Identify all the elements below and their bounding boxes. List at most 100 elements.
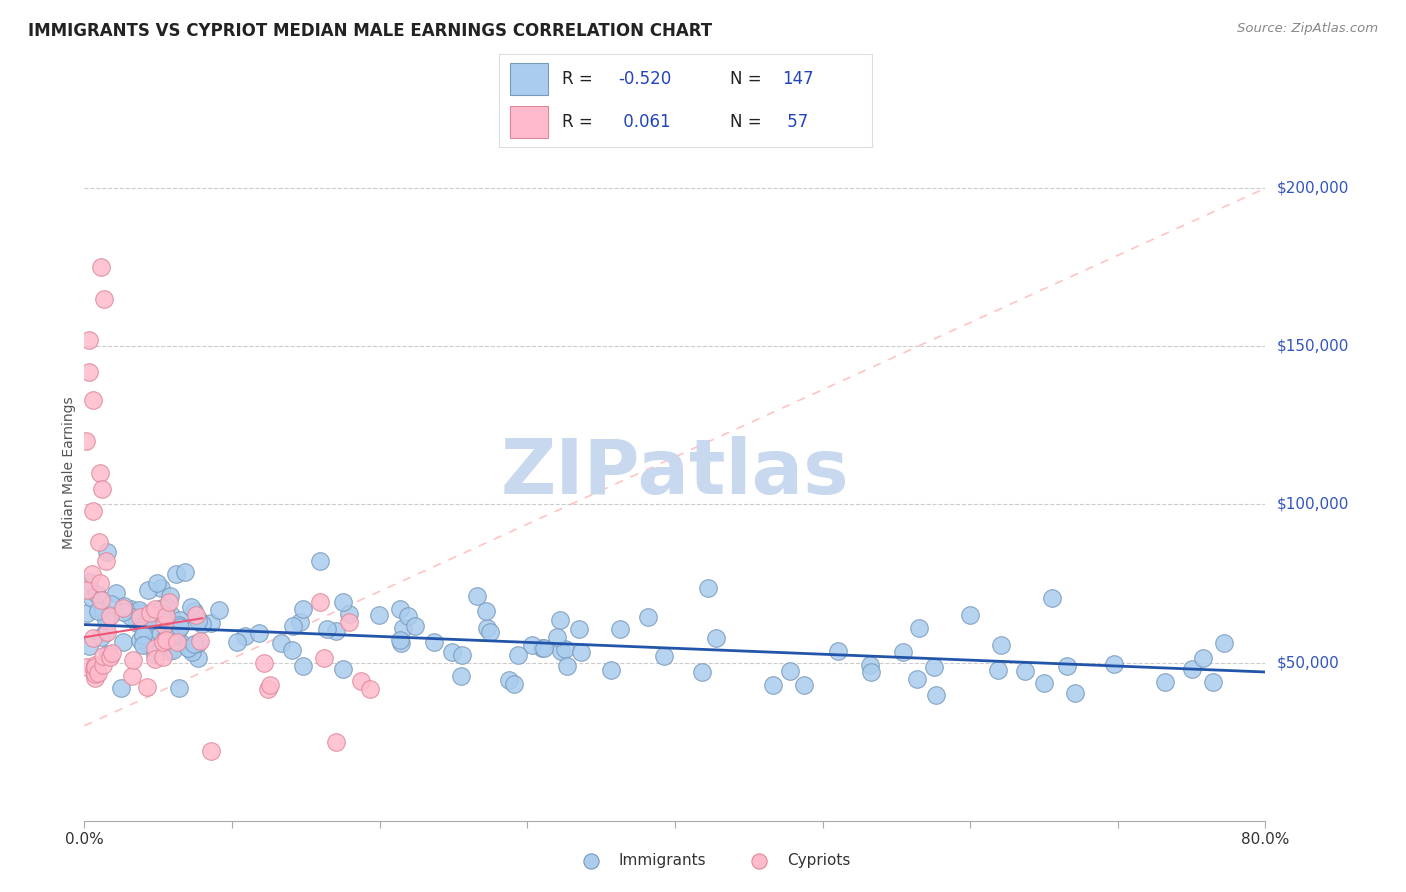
Text: $150,000: $150,000 bbox=[1277, 339, 1348, 354]
Point bbox=[652, 649, 675, 664]
Point bbox=[149, 581, 172, 595]
Point bbox=[568, 622, 591, 636]
Point bbox=[152, 649, 174, 664]
Point bbox=[475, 604, 498, 618]
Point bbox=[249, 625, 271, 640]
Point bbox=[270, 636, 292, 650]
Point bbox=[129, 607, 152, 621]
Point bbox=[748, 854, 770, 868]
Point bbox=[96, 610, 118, 624]
Point bbox=[83, 671, 105, 685]
Point bbox=[990, 638, 1012, 652]
Point bbox=[146, 576, 169, 591]
Point bbox=[89, 466, 111, 480]
Text: N =: N = bbox=[730, 113, 768, 131]
Point bbox=[90, 482, 112, 496]
Point bbox=[91, 657, 114, 672]
Point bbox=[465, 589, 488, 603]
Point bbox=[93, 604, 115, 618]
Point bbox=[281, 619, 304, 633]
Point bbox=[90, 260, 112, 275]
Point bbox=[111, 605, 134, 619]
Point bbox=[170, 636, 193, 650]
Point bbox=[159, 626, 181, 640]
Point bbox=[160, 608, 183, 623]
Point bbox=[704, 631, 727, 645]
Point bbox=[388, 602, 411, 616]
Point bbox=[100, 598, 122, 612]
Point bbox=[176, 641, 198, 656]
Point bbox=[136, 583, 159, 598]
Point bbox=[141, 613, 163, 627]
Point bbox=[155, 599, 177, 614]
Point bbox=[96, 625, 118, 640]
Point bbox=[359, 682, 381, 697]
Point bbox=[520, 638, 543, 652]
Point bbox=[157, 644, 180, 658]
Point bbox=[1102, 657, 1125, 671]
Point bbox=[143, 641, 166, 656]
Point bbox=[925, 688, 948, 702]
Point bbox=[97, 647, 120, 661]
Point bbox=[959, 608, 981, 623]
Point bbox=[183, 604, 205, 618]
Point bbox=[136, 680, 159, 694]
Point bbox=[180, 600, 202, 615]
Point bbox=[546, 630, 568, 644]
Point bbox=[891, 645, 914, 659]
Text: Source: ZipAtlas.com: Source: ZipAtlas.com bbox=[1237, 22, 1378, 36]
Point bbox=[579, 854, 602, 868]
Point bbox=[86, 665, 108, 680]
Point bbox=[143, 647, 166, 661]
Bar bbox=[510, 63, 547, 95]
Point bbox=[82, 504, 104, 518]
Point bbox=[129, 632, 152, 647]
Point bbox=[121, 669, 143, 683]
Point bbox=[281, 642, 304, 657]
Text: 57: 57 bbox=[782, 113, 808, 131]
Point bbox=[1014, 664, 1036, 678]
Point bbox=[101, 646, 124, 660]
Point bbox=[145, 626, 167, 640]
Point bbox=[1056, 658, 1078, 673]
Point bbox=[82, 392, 104, 407]
Point bbox=[859, 665, 882, 679]
Point bbox=[77, 574, 100, 589]
Point bbox=[188, 633, 211, 648]
Point bbox=[337, 615, 360, 629]
Point bbox=[84, 666, 107, 681]
Point bbox=[256, 682, 278, 697]
Point bbox=[392, 621, 415, 635]
Point bbox=[181, 645, 204, 659]
Text: Cypriots: Cypriots bbox=[787, 854, 851, 868]
Point bbox=[184, 607, 207, 622]
Point bbox=[150, 607, 173, 621]
Point bbox=[450, 668, 472, 682]
Point bbox=[200, 744, 222, 758]
Point bbox=[162, 642, 184, 657]
Point bbox=[83, 662, 105, 676]
Point bbox=[80, 566, 103, 581]
Point bbox=[187, 636, 209, 650]
Point bbox=[423, 635, 446, 649]
Point bbox=[555, 659, 578, 673]
Y-axis label: Median Male Earnings: Median Male Earnings bbox=[62, 396, 76, 549]
Point bbox=[599, 663, 621, 677]
Point bbox=[389, 636, 412, 650]
Point bbox=[142, 605, 165, 619]
Point bbox=[169, 620, 191, 634]
Point bbox=[94, 554, 117, 568]
Point bbox=[93, 292, 115, 306]
Point bbox=[404, 619, 426, 633]
Point bbox=[166, 635, 188, 649]
Point bbox=[498, 673, 520, 687]
Point bbox=[77, 639, 100, 653]
Point bbox=[762, 678, 785, 692]
Point bbox=[1201, 675, 1223, 690]
Point bbox=[77, 333, 100, 347]
Point bbox=[533, 641, 555, 656]
Point bbox=[208, 603, 231, 617]
Point bbox=[187, 651, 209, 665]
Text: $100,000: $100,000 bbox=[1277, 497, 1348, 512]
Point bbox=[80, 591, 103, 605]
